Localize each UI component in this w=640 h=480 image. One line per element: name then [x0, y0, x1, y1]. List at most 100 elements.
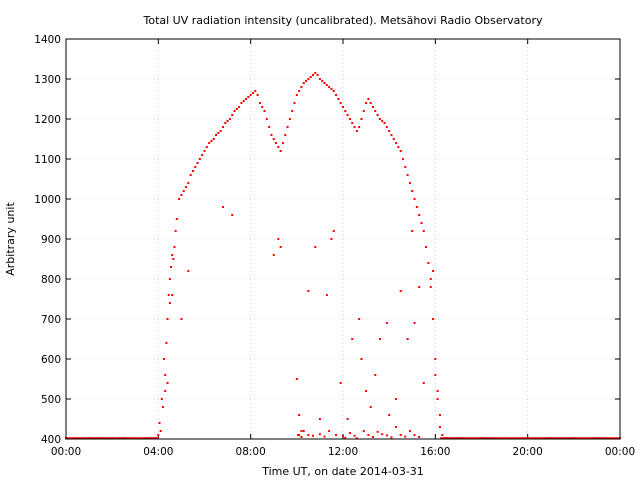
data-point [351, 338, 354, 340]
data-point [265, 118, 268, 120]
data-point [425, 246, 428, 248]
data-point [281, 142, 284, 144]
data-point [286, 126, 289, 128]
data-point [388, 130, 391, 132]
data-point [247, 96, 250, 98]
y-tick-label: 600 [41, 354, 61, 366]
data-point [314, 246, 317, 248]
data-point [305, 80, 308, 82]
data-point [422, 382, 425, 384]
y-tick-label: 1200 [34, 114, 61, 126]
data-point [201, 154, 204, 156]
data-point [251, 92, 254, 94]
data-point [408, 182, 411, 184]
data-point [372, 436, 375, 438]
data-point [330, 238, 333, 240]
data-point [404, 435, 407, 438]
data-point [185, 186, 188, 188]
data-point [436, 390, 439, 392]
data-point [325, 294, 328, 296]
y-tick-label: 900 [41, 234, 61, 246]
data-point [279, 246, 282, 248]
data-point [381, 120, 384, 122]
data-point [344, 436, 347, 439]
data-point [353, 434, 356, 437]
data-point [374, 374, 377, 376]
data-point [365, 102, 368, 104]
data-point [311, 434, 314, 437]
data-point [402, 158, 405, 160]
data-point [270, 134, 273, 136]
data-point [277, 238, 280, 240]
data-point [314, 72, 317, 74]
data-point [348, 118, 351, 120]
data-point [432, 318, 435, 320]
data-point [418, 214, 421, 216]
data-point [358, 318, 361, 320]
data-point [436, 398, 439, 400]
data-point [217, 132, 220, 134]
data-point [385, 322, 388, 324]
data-point [249, 94, 252, 96]
data-point [399, 290, 402, 292]
x-tick-label: 04:00 [143, 446, 173, 458]
data-point [298, 90, 301, 92]
data-point [408, 430, 411, 432]
data-point [441, 434, 444, 436]
x-axis-label: Time UT, on date 2014-03-31 [261, 465, 424, 478]
data-point [434, 358, 437, 360]
grid-lines [66, 39, 620, 439]
data-point [378, 118, 381, 120]
data-point [194, 166, 197, 168]
x-tick-label: 16:00 [420, 446, 450, 458]
data-point [418, 436, 421, 438]
data-point [168, 278, 171, 280]
data-point [256, 94, 259, 96]
data-point [174, 230, 177, 232]
data-point [221, 126, 224, 128]
data-point [272, 138, 275, 140]
data-point [406, 338, 409, 340]
data-point [374, 110, 377, 112]
data-point [261, 106, 264, 108]
data-point [429, 278, 432, 280]
data-point [302, 82, 305, 84]
data-point [180, 194, 183, 196]
data-point [178, 198, 181, 200]
x-tick-label: 12:00 [328, 446, 358, 458]
data-point [353, 126, 356, 128]
y-axis-label: Arbitrary unit [4, 202, 17, 276]
data-point [422, 230, 425, 232]
data-point [328, 430, 331, 432]
data-point [159, 430, 162, 432]
data-point [434, 374, 437, 376]
data-point [383, 122, 386, 124]
y-tick-label: 700 [41, 314, 61, 326]
data-point [307, 434, 310, 436]
data-point [166, 382, 169, 384]
data-point [395, 426, 398, 428]
data-point [429, 286, 432, 288]
data-point [163, 358, 166, 360]
data-point [337, 98, 340, 100]
data-point [339, 382, 342, 384]
data-point [385, 126, 388, 128]
data-point [226, 120, 229, 122]
data-point [339, 102, 342, 104]
data-point [351, 122, 354, 124]
data-point [180, 318, 183, 320]
data-point [300, 86, 303, 88]
data-point [158, 422, 161, 424]
data-point [296, 434, 299, 436]
data-point [397, 146, 400, 148]
data-point [390, 436, 393, 439]
data-point [355, 437, 358, 440]
data-point [311, 74, 314, 76]
data-point [235, 108, 238, 110]
chart-title: Total UV radiation intensity (uncalibrat… [143, 14, 543, 27]
data-point [392, 138, 395, 140]
data-point [335, 94, 338, 96]
data-point [205, 146, 208, 148]
data-point [413, 198, 416, 200]
